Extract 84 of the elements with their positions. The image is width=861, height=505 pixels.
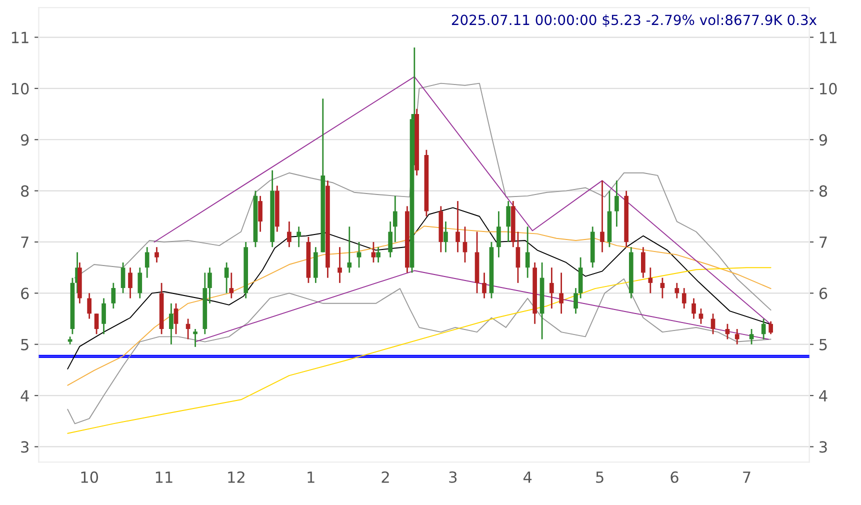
x-tick-label: 5 [596, 472, 604, 483]
candlestick [734, 328, 740, 346]
candlestick [749, 328, 754, 346]
candlestick [144, 246, 150, 279]
candlestick [559, 272, 564, 314]
candlestick [186, 318, 190, 340]
candlestick [506, 200, 510, 243]
candlestick [338, 246, 342, 284]
candlestick [388, 220, 392, 258]
x-tick-label: 2 [382, 471, 389, 483]
y-tick-label: 10 [12, 82, 29, 94]
y-tick-label: 7 [21, 236, 28, 248]
y2-tick-label: 5 [820, 339, 827, 350]
y-tick-label: 9 [20, 134, 29, 146]
candlestick [111, 282, 116, 310]
y-tick-label: 11 [12, 32, 28, 44]
candlestick [692, 298, 696, 320]
x-tick-label: 6 [670, 471, 678, 483]
candlestick [87, 292, 92, 320]
line-series [67, 207, 772, 370]
candlestick [102, 298, 106, 335]
candlestick [258, 195, 262, 232]
candlestick [208, 266, 212, 304]
x-tick-label: 10 [81, 471, 98, 483]
candlestick [193, 328, 198, 348]
candlestick [496, 210, 501, 258]
candlestick [462, 226, 468, 264]
y2-tick-label: 10 [820, 82, 837, 94]
candlestick [356, 241, 362, 268]
y2-tick-label: 6 [819, 288, 828, 300]
candlestick [682, 287, 686, 310]
candlestick [725, 323, 730, 340]
candlestick [516, 231, 520, 284]
y2-tick-label: 11 [820, 32, 836, 44]
candlestick [296, 226, 301, 248]
candlestick [174, 302, 178, 335]
candlestick [138, 266, 142, 299]
candlestick [660, 277, 665, 299]
candlestick [550, 266, 554, 310]
candlestick [698, 308, 704, 325]
candlestick [120, 262, 126, 294]
candlestick [710, 312, 716, 335]
y2-tick-label: 4 [819, 390, 828, 402]
y-tick-label: 4 [20, 390, 29, 402]
x-tick-label: 11 [156, 472, 172, 483]
candlestick [525, 226, 530, 279]
candlestick [392, 195, 398, 243]
x-tick-label: 1 [308, 472, 314, 483]
candlestick [229, 272, 234, 299]
candlestick [376, 246, 380, 264]
candlestick [224, 262, 229, 294]
x-tick-label: 12 [228, 471, 244, 483]
y2-tick-label: 9 [819, 134, 828, 146]
y-tick-label: 8 [21, 185, 29, 197]
candlestick [482, 272, 486, 299]
x-tick-label: 4 [523, 472, 532, 483]
x-tick-label: 7 [743, 472, 750, 483]
line-series [74, 82, 772, 311]
candlestick [456, 200, 460, 253]
candlestick [287, 220, 292, 248]
candlestick [94, 312, 99, 335]
candlestick [371, 241, 376, 264]
candlestick [761, 318, 766, 340]
y-tick-label: 5 [21, 339, 28, 350]
candlestick [674, 282, 680, 299]
y-tick-label: 3 [21, 441, 28, 453]
candlestick [128, 266, 132, 299]
candlestick [641, 246, 646, 279]
y2-tick-label: 8 [819, 185, 828, 197]
candlestick [648, 266, 653, 294]
candlestick [574, 287, 578, 314]
candlestick [347, 226, 352, 274]
y2-tick-label: 7 [820, 236, 827, 248]
line-series [67, 226, 772, 386]
candlestick [154, 246, 159, 264]
candlestick [600, 180, 604, 253]
y-tick-label: 6 [21, 288, 29, 300]
x-tick-label: 3 [449, 471, 457, 483]
candlestick [444, 220, 448, 253]
candlestick [169, 302, 174, 346]
y2-tick-label: 3 [820, 441, 827, 453]
candlestick [614, 180, 619, 228]
candlestick [768, 320, 773, 335]
chart-title: 2025.07.11 00:00:00 $5.23 -2.79% vol:8677.9K 0.3x [452, 14, 817, 27]
